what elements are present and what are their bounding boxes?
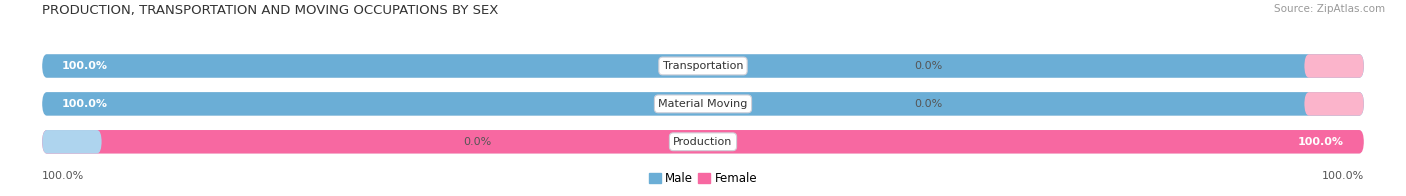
- FancyBboxPatch shape: [42, 54, 1364, 78]
- Text: Transportation: Transportation: [662, 61, 744, 71]
- FancyBboxPatch shape: [1305, 92, 1364, 116]
- Text: 0.0%: 0.0%: [464, 137, 492, 147]
- Text: Source: ZipAtlas.com: Source: ZipAtlas.com: [1274, 4, 1385, 14]
- FancyBboxPatch shape: [42, 92, 1364, 116]
- Text: Material Moving: Material Moving: [658, 99, 748, 109]
- FancyBboxPatch shape: [42, 54, 1364, 78]
- Legend: Male, Female: Male, Female: [644, 168, 762, 190]
- Text: 100.0%: 100.0%: [1322, 171, 1364, 181]
- FancyBboxPatch shape: [1305, 54, 1364, 78]
- FancyBboxPatch shape: [42, 92, 1364, 116]
- Text: 100.0%: 100.0%: [1298, 137, 1344, 147]
- Text: 100.0%: 100.0%: [62, 61, 108, 71]
- Text: 0.0%: 0.0%: [914, 61, 942, 71]
- Text: 100.0%: 100.0%: [42, 171, 84, 181]
- Text: Production: Production: [673, 137, 733, 147]
- FancyBboxPatch shape: [42, 130, 1364, 153]
- FancyBboxPatch shape: [42, 130, 101, 153]
- FancyBboxPatch shape: [42, 130, 1364, 153]
- Text: 100.0%: 100.0%: [62, 99, 108, 109]
- Text: 0.0%: 0.0%: [914, 99, 942, 109]
- Text: PRODUCTION, TRANSPORTATION AND MOVING OCCUPATIONS BY SEX: PRODUCTION, TRANSPORTATION AND MOVING OC…: [42, 4, 499, 17]
